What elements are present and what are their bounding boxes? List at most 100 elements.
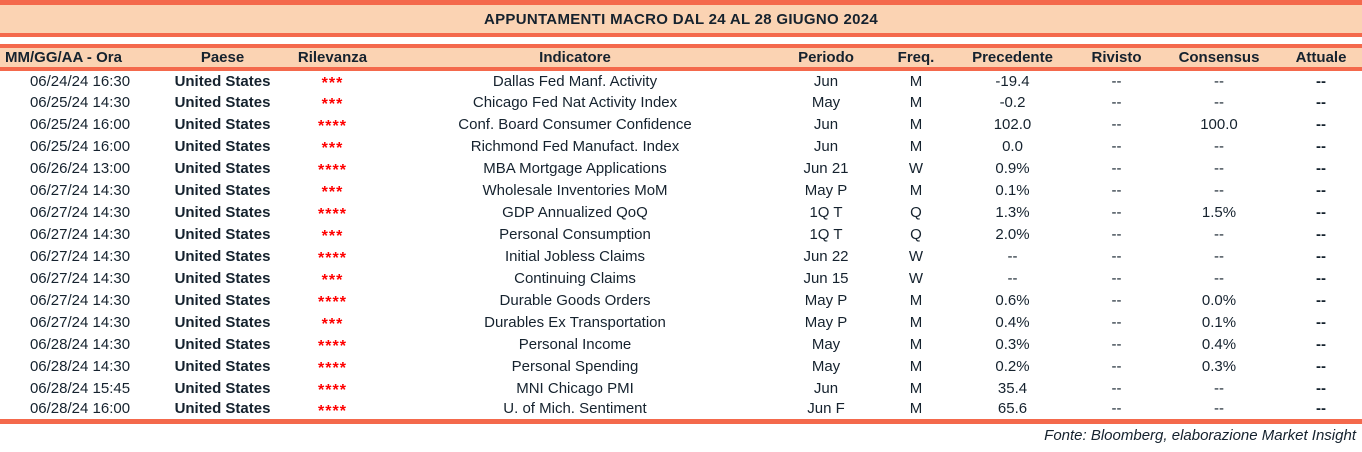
- cell-datetime: 06/27/24 14:30: [29, 269, 131, 287]
- relevance-stars: ****: [318, 250, 347, 267]
- cell-datetime: 06/25/24 16:00: [29, 115, 131, 133]
- cell-datetime: 06/27/24 14:30: [29, 291, 131, 309]
- cell-previous: --: [1007, 269, 1018, 287]
- cell-period: Jun: [813, 137, 839, 155]
- cell-relevance: ****: [285, 355, 380, 377]
- cell-period: Jun: [813, 72, 839, 90]
- cell-datetime: 06/25/24 16:00: [29, 137, 131, 155]
- cell-period: May P: [804, 313, 848, 331]
- cell-period: Jun: [813, 115, 839, 133]
- cell-country: United States: [174, 291, 271, 309]
- cell-relevance: ****: [285, 201, 380, 223]
- relevance-stars: ****: [318, 118, 347, 135]
- cell-country: United States: [174, 203, 271, 221]
- cell-datetime: 06/26/24 13:00: [29, 159, 131, 177]
- cell-country: United States: [174, 137, 271, 155]
- relevance-stars: ****: [318, 206, 347, 223]
- cell-actual: --: [1316, 247, 1326, 265]
- spacer: [0, 37, 1362, 44]
- cell-actual: --: [1316, 93, 1326, 111]
- cell-consensus: 0.0%: [1201, 291, 1237, 309]
- cell-indicator: U. of Mich. Sentiment: [503, 400, 647, 418]
- cell-datetime: 06/27/24 14:30: [29, 247, 131, 265]
- cell-actual: --: [1316, 379, 1326, 397]
- cell-actual: --: [1316, 181, 1326, 199]
- col-header-country: Paese: [160, 44, 285, 71]
- cell-freq: Q: [910, 225, 922, 243]
- cell-indicator: Dallas Fed Manf. Activity: [492, 72, 658, 90]
- cell-relevance: ***: [285, 223, 380, 245]
- cell-revised: --: [1111, 247, 1122, 265]
- cell-freq: M: [909, 93, 923, 111]
- cell-actual: --: [1316, 159, 1326, 177]
- col-header-datetime: MM/GG/AA - Ora: [0, 44, 160, 71]
- cell-revised: --: [1111, 203, 1122, 221]
- title-banner: APPUNTAMENTI MACRO DAL 24 AL 28 GIUGNO 2…: [0, 0, 1362, 37]
- cell-actual: --: [1316, 291, 1326, 309]
- table-body: 06/24/24 16:30 United States *** Dallas Fed…: [0, 69, 1362, 421]
- cell-relevance: ****: [285, 333, 380, 355]
- cell-consensus: --: [1214, 247, 1224, 265]
- cell-period: May: [811, 357, 841, 375]
- cell-previous: -19.4: [995, 72, 1030, 90]
- cell-revised: --: [1111, 72, 1122, 90]
- relevance-stars: ***: [321, 184, 344, 201]
- table-row: 06/28/24 14:30 United States **** Personal …: [0, 333, 1362, 355]
- cell-previous: 0.0: [1002, 137, 1023, 155]
- cell-datetime: 06/24/24 16:30: [29, 72, 131, 90]
- table-row: 06/27/24 14:30 United States **** Durable G…: [0, 289, 1362, 311]
- cell-indicator: Chicago Fed Nat Activity Index: [472, 93, 678, 111]
- cell-datetime: 06/28/24 16:00: [29, 400, 131, 418]
- table-row: 06/27/24 14:30 United States *** Durables E…: [0, 311, 1362, 333]
- cell-freq: Q: [910, 203, 922, 221]
- cell-freq: M: [909, 357, 923, 375]
- cell-indicator: Personal Income: [518, 335, 632, 353]
- cell-consensus: --: [1214, 72, 1224, 90]
- cell-period: 1Q T: [809, 225, 843, 243]
- cell-relevance: ****: [285, 157, 380, 179]
- cell-period: 1Q T: [809, 203, 843, 221]
- cell-actual: --: [1316, 269, 1326, 287]
- table-row: 06/26/24 13:00 United States **** MBA Mortg…: [0, 157, 1362, 179]
- cell-country: United States: [174, 357, 271, 375]
- col-header-relevance: Rilevanza: [285, 44, 380, 71]
- cell-freq: W: [908, 269, 924, 287]
- cell-period: Jun: [813, 379, 839, 397]
- cell-actual: --: [1316, 225, 1326, 243]
- relevance-stars: ****: [318, 382, 347, 399]
- cell-revised: --: [1111, 400, 1122, 418]
- cell-country: United States: [174, 313, 271, 331]
- cell-period: Jun 21: [803, 159, 849, 177]
- source-attribution: Fonte: Bloomberg, elaborazione Market In…: [1044, 426, 1356, 444]
- cell-revised: --: [1111, 357, 1122, 375]
- cell-indicator: Continuing Claims: [514, 269, 636, 287]
- relevance-stars: ****: [318, 402, 347, 420]
- cell-datetime: 06/27/24 14:30: [29, 181, 131, 199]
- table-row: 06/25/24 14:30 United States *** Chicago Fe…: [0, 91, 1362, 113]
- cell-indicator: Richmond Fed Manufact. Index: [470, 137, 680, 155]
- cell-consensus: 1.5%: [1201, 203, 1237, 221]
- cell-revised: --: [1111, 379, 1122, 397]
- cell-indicator: Personal Spending: [511, 357, 639, 375]
- cell-relevance: ***: [285, 267, 380, 289]
- col-header-consensus: Consensus: [1158, 44, 1280, 71]
- cell-actual: --: [1316, 203, 1326, 221]
- cell-freq: M: [909, 181, 923, 199]
- col-header-previous: Precedente: [950, 44, 1075, 71]
- cell-revised: --: [1111, 115, 1122, 133]
- table-row: 06/27/24 14:30 United States *** Wholesale …: [0, 179, 1362, 201]
- cell-indicator: Durable Goods Orders: [499, 291, 651, 309]
- cell-period: Jun F: [807, 400, 845, 418]
- cell-indicator: Initial Jobless Claims: [504, 247, 646, 265]
- cell-freq: M: [909, 400, 923, 418]
- table-row: 06/25/24 16:00 United States *** Richmond F…: [0, 135, 1362, 157]
- cell-revised: --: [1111, 313, 1122, 331]
- cell-revised: --: [1111, 159, 1122, 177]
- cell-relevance: ****: [285, 113, 380, 135]
- cell-country: United States: [174, 181, 271, 199]
- cell-datetime: 06/27/24 14:30: [29, 225, 131, 243]
- cell-country: United States: [174, 72, 271, 90]
- page-title: APPUNTAMENTI MACRO DAL 24 AL 28 GIUGNO 2…: [483, 10, 879, 28]
- cell-previous: 1.3%: [995, 203, 1030, 221]
- cell-datetime: 06/28/24 15:45: [29, 379, 131, 397]
